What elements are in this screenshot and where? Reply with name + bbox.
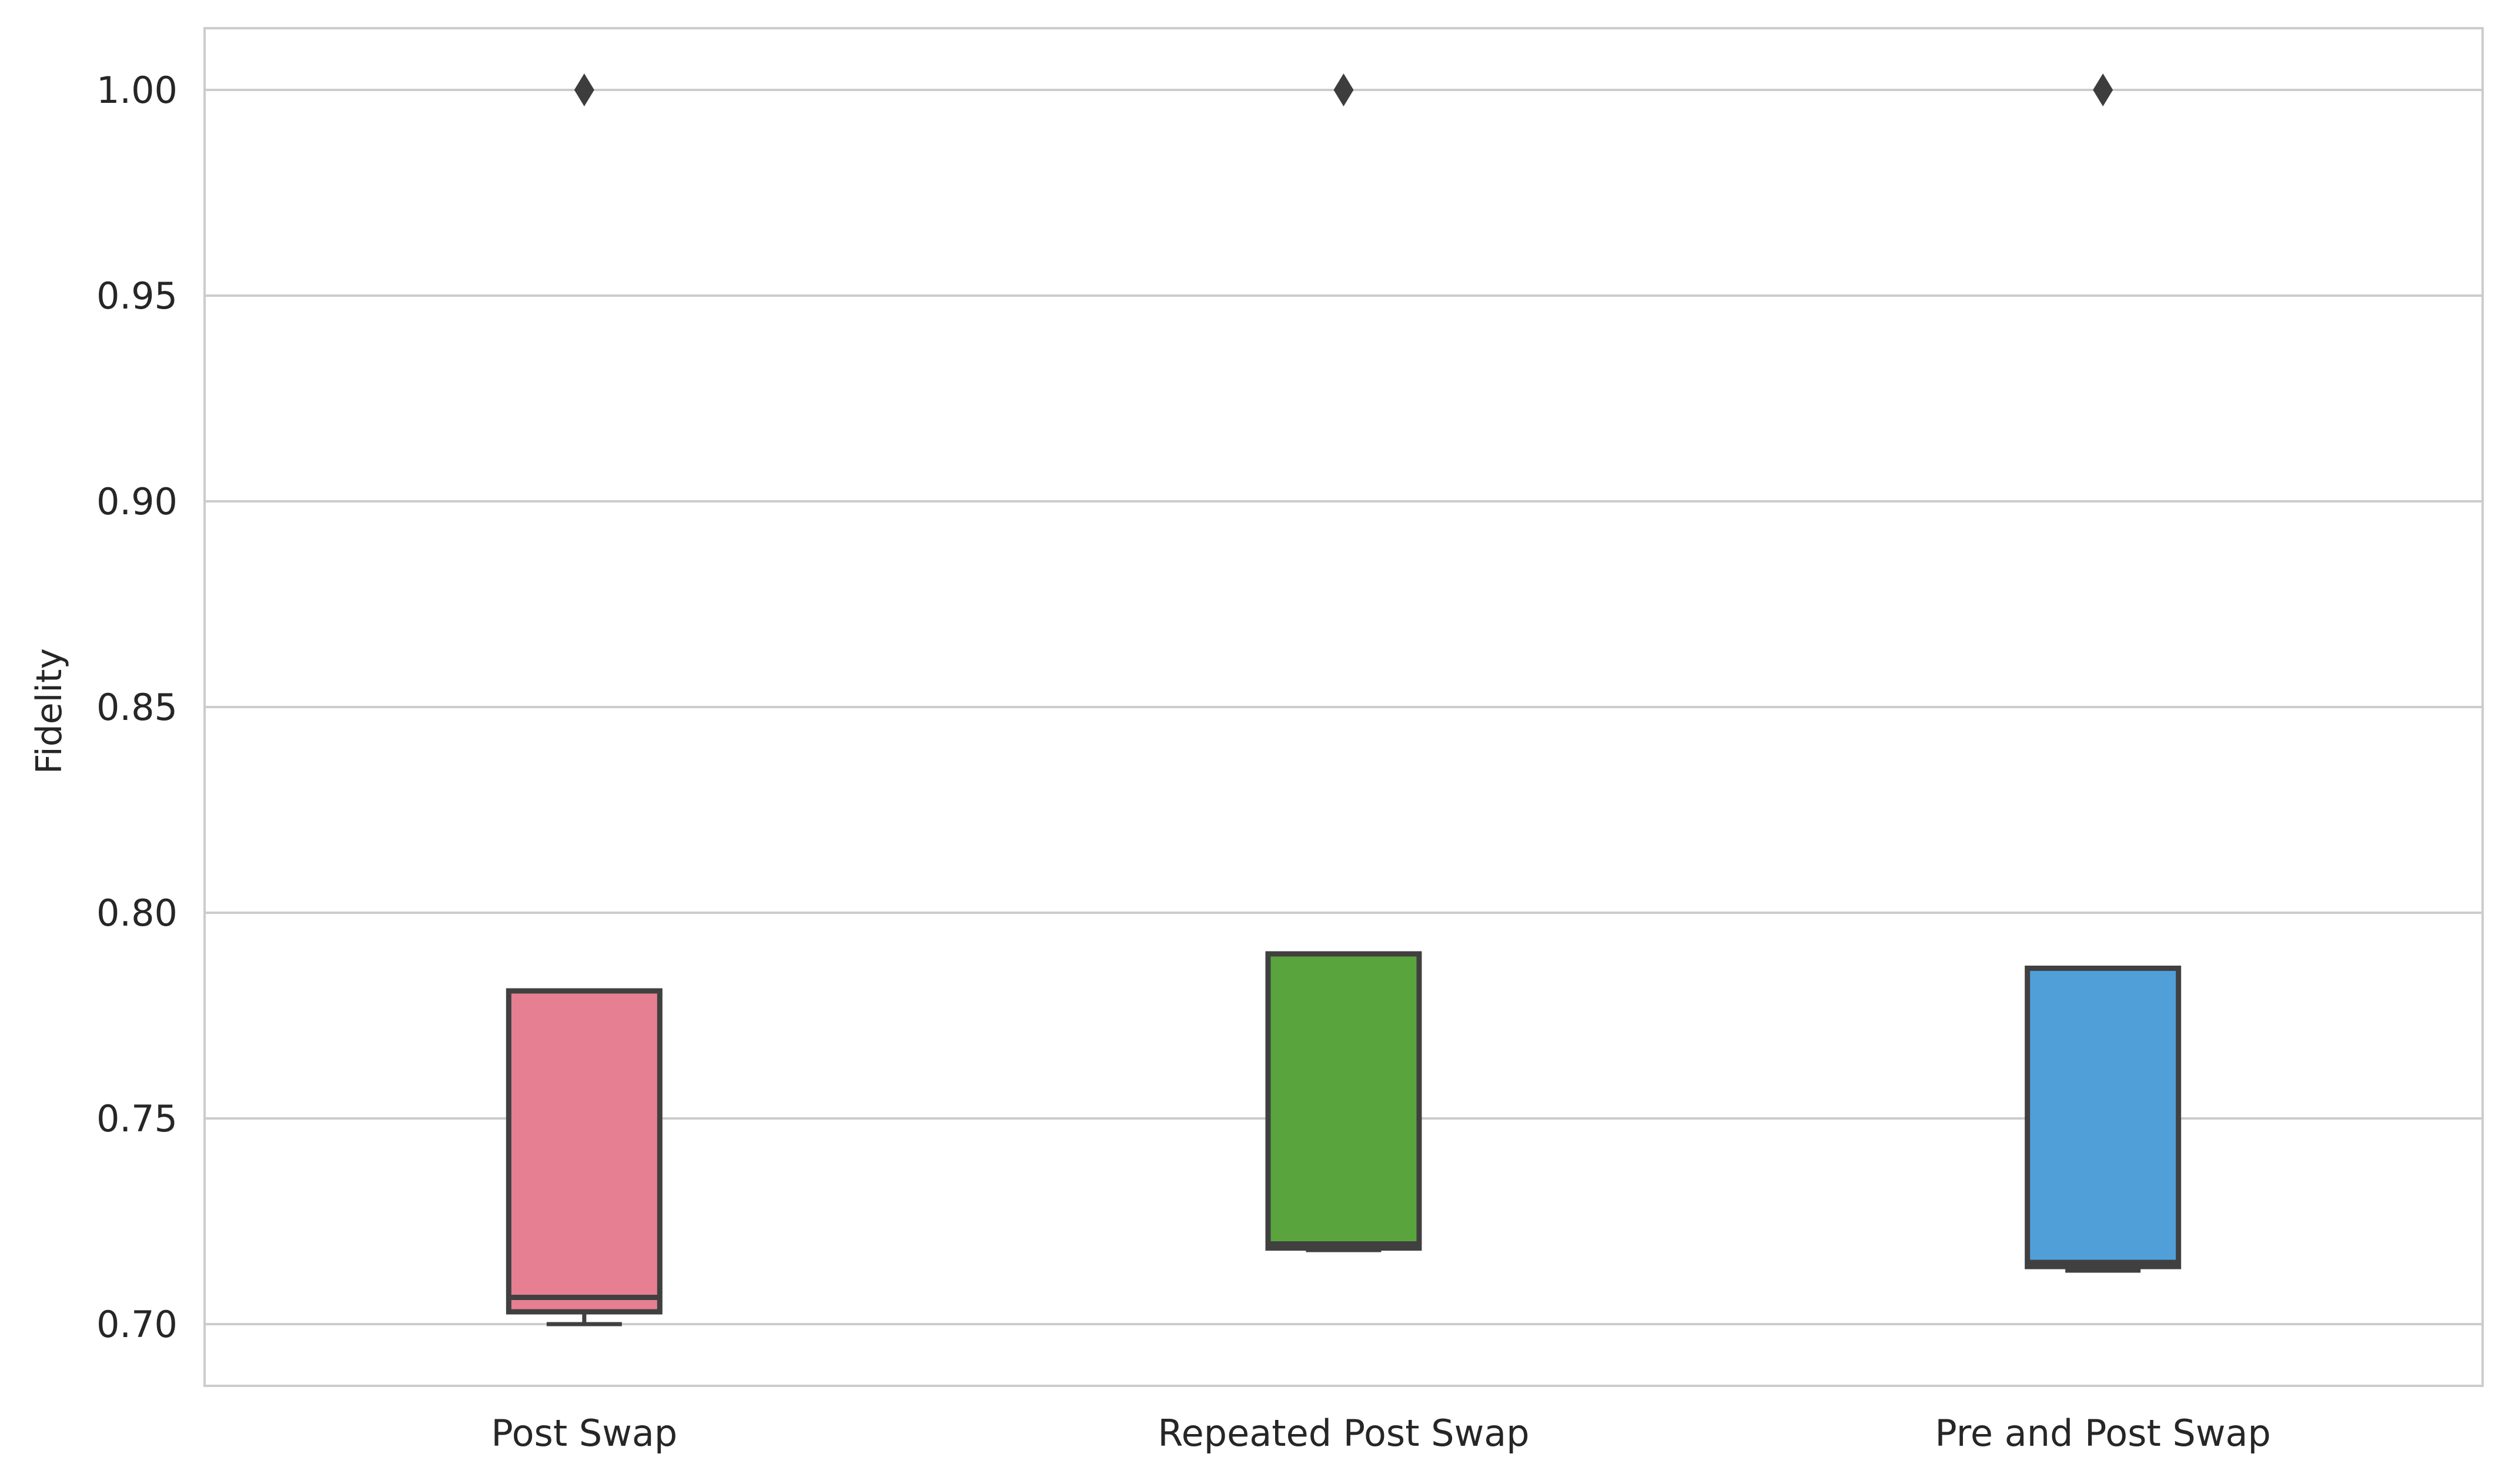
y-tick-label: 0.95 bbox=[96, 274, 178, 317]
y-tick-label: 0.75 bbox=[96, 1097, 178, 1140]
x-tick-label: Post Swap bbox=[491, 1412, 677, 1455]
y-axis-title: Fidelity bbox=[29, 648, 70, 774]
boxes bbox=[506, 73, 2182, 1326]
outlier-point bbox=[2093, 73, 2113, 106]
box bbox=[506, 988, 663, 1315]
y-tick-labels: 0.70 0.75 0.80 0.85 0.90 0.95 1.00 bbox=[96, 69, 178, 1346]
box-group bbox=[2025, 73, 2182, 1273]
outlier-point bbox=[574, 73, 594, 106]
y-tick-label: 1.00 bbox=[96, 69, 178, 112]
x-tick-label: Repeated Post Swap bbox=[1158, 1412, 1529, 1455]
y-tick-label: 0.70 bbox=[96, 1303, 178, 1346]
y-tick-label: 0.90 bbox=[96, 480, 178, 523]
y-tick-label: 0.85 bbox=[96, 686, 178, 729]
x-tick-labels: Post Swap Repeated Post Swap Pre and Post … bbox=[491, 1412, 2270, 1455]
box-group bbox=[506, 73, 663, 1326]
box bbox=[1265, 951, 1422, 1251]
box-group bbox=[1265, 73, 1422, 1252]
box bbox=[2025, 966, 2182, 1269]
y-tick-label: 0.80 bbox=[96, 892, 178, 934]
x-tick-label: Pre and Post Swap bbox=[1935, 1412, 2270, 1455]
outlier-point bbox=[1333, 73, 1354, 106]
